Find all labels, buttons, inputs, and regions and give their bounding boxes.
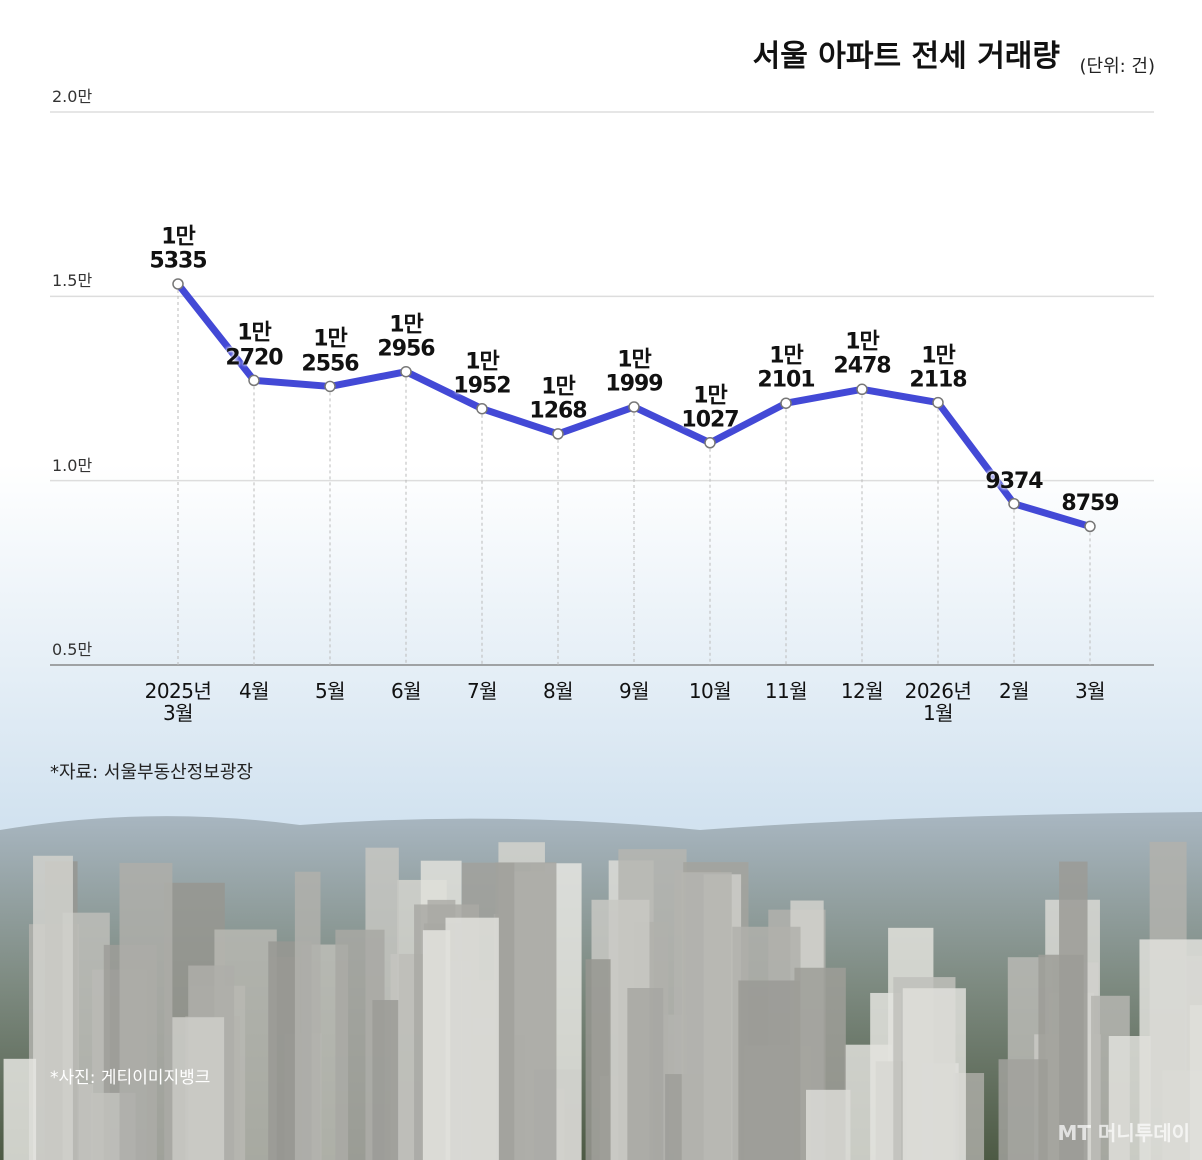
data-point [1008, 497, 1020, 510]
value-label: 1만 1268 [529, 374, 587, 424]
value-label: 1만 1999 [605, 347, 663, 397]
data-point [856, 383, 868, 396]
y-tick-label: 1.5만 [52, 271, 93, 291]
value-label: 1만 1952 [453, 349, 511, 399]
x-tick-label: 11월 [764, 679, 808, 703]
data-point [1084, 520, 1096, 533]
value-label: 8759 [1061, 491, 1119, 517]
building [33, 855, 73, 1160]
data-point [324, 380, 336, 393]
building [681, 872, 732, 1160]
x-tick-label: 12월 [840, 679, 884, 703]
x-tick-label: 7월 [466, 679, 498, 703]
photo-credit: *사진: 게티이미지뱅크 [50, 1068, 210, 1088]
data-point [704, 437, 716, 449]
x-tick-label: 9월 [618, 679, 650, 703]
value-label: 1만 2478 [833, 329, 891, 380]
value-label: 1만 5335 [149, 224, 207, 274]
data-point [400, 365, 412, 378]
data-point [248, 374, 260, 387]
building [627, 988, 664, 1160]
data-point [628, 401, 640, 413]
x-tick-label: 2026년 1월 [904, 679, 972, 725]
value-label: 1만 2956 [377, 312, 435, 362]
building [585, 959, 611, 1160]
buildings [3, 841, 1202, 1160]
data-point [780, 397, 792, 409]
chart-title: 서울 아파트 전세 거래량 [753, 39, 1061, 74]
x-tick-label: 6월 [390, 679, 422, 703]
data-point [552, 428, 564, 440]
source: *자료: 서울부동산정보광장 [50, 762, 253, 783]
y-tick-label: 1.0만 [52, 455, 93, 475]
watermark: MT 머니투데이 [1057, 1121, 1190, 1145]
building [805, 1089, 851, 1160]
x-tick-label: 8월 [542, 679, 574, 703]
value-label: 1만 2556 [301, 327, 359, 377]
data-point [172, 278, 184, 290]
data-point [476, 402, 488, 415]
building [902, 988, 966, 1160]
y-tick-label: 0.5만 [52, 640, 93, 659]
value-label: 1만 1027 [681, 383, 739, 433]
x-tick-label: 2025년 3월 [144, 679, 212, 725]
unit: (단위: 건) [1079, 56, 1155, 77]
x-tick-label: 5월 [314, 679, 346, 703]
building [3, 1058, 37, 1160]
x-tick-label: 10월 [688, 679, 732, 703]
building [738, 980, 801, 1160]
value-label: 1만 2101 [757, 343, 815, 394]
x-tick-label: 2월 [998, 679, 1030, 703]
building [172, 1017, 225, 1160]
y-tick-label: 2.0만 [52, 87, 93, 106]
building [445, 917, 499, 1160]
building [119, 862, 173, 1160]
building [294, 871, 321, 1160]
value-label: 9374 [985, 468, 1043, 494]
data-point [932, 396, 944, 409]
building [1038, 954, 1084, 1160]
x-tick-label: 4월 [238, 679, 270, 703]
building [1108, 1036, 1151, 1160]
x-tick-label: 3월 [1074, 679, 1106, 703]
value-label: 1만 2720 [225, 321, 283, 371]
value-label: 1만 2118 [909, 343, 967, 393]
building [372, 1000, 399, 1160]
